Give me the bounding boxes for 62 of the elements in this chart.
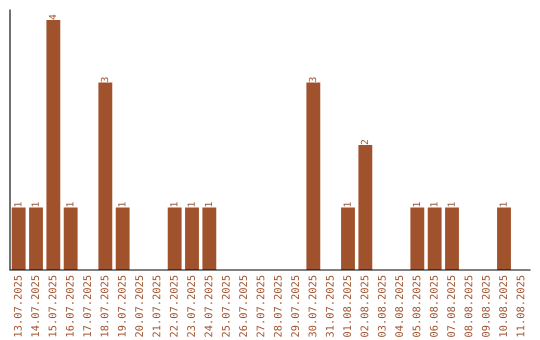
x-tick-label: 15.07.2025	[48, 276, 56, 336]
x-tick-label: 31.07.2025	[326, 276, 334, 337]
x-tick-label: 05.08.2025	[412, 276, 420, 337]
x-tick-label: 19.07.2025	[118, 276, 126, 336]
data-label: 1	[344, 202, 351, 206]
x-tick-label: 24.07.2025	[204, 276, 212, 337]
bar	[29, 208, 43, 270]
x-tick-label: 13.07.2025	[14, 276, 22, 336]
data-label: 2	[360, 140, 368, 144]
x-tick-label: 28.07.2025	[274, 276, 282, 337]
x-tick-label: 23.07.2025	[187, 276, 196, 337]
x-tick-label: 02.08.2025	[360, 276, 368, 337]
x-tick-label: 17.07.2025	[83, 276, 92, 336]
bar	[98, 82, 112, 270]
bar	[64, 208, 78, 270]
x-tick-label: 06.08.2025	[430, 276, 438, 337]
x-tick-label: 10.08.2025	[499, 276, 508, 336]
data-label: 1	[448, 202, 455, 206]
x-tick-label: 16.07.2025	[66, 276, 74, 336]
x-tick-label: 07.08.2025	[447, 276, 456, 337]
x-tick-label: 18.07.2025	[100, 276, 108, 336]
x-tick-label: 22.07.2025	[170, 276, 178, 337]
bar	[410, 208, 424, 270]
x-tick-label: 30.07.2025	[308, 276, 316, 337]
data-label: 1	[204, 202, 212, 206]
bar	[185, 208, 199, 270]
data-label: 3	[308, 77, 316, 82]
x-tick-label: 20.07.2025	[135, 276, 144, 337]
data-label: 1	[500, 202, 507, 206]
bar	[445, 208, 459, 270]
bar	[46, 20, 60, 270]
x-tick-label: 26.07.2025	[239, 276, 248, 337]
x-tick-label: 03.08.2025	[378, 276, 386, 337]
x-tick-label: 14.07.2025	[31, 276, 40, 336]
x-tick-label: 29.07.2025	[291, 276, 300, 337]
data-label: 4	[48, 14, 56, 20]
data-label: 1	[188, 202, 195, 206]
x-tick-label: 25.07.2025	[222, 276, 230, 337]
x-tick-label: 04.08.2025	[395, 276, 404, 337]
data-label: 1	[118, 202, 126, 206]
bar	[358, 145, 372, 270]
bar	[202, 208, 216, 270]
data-label: 1	[32, 202, 39, 206]
data-label: 1	[66, 202, 74, 206]
data-label: 1	[412, 202, 420, 206]
bar	[341, 208, 355, 270]
bar	[168, 208, 182, 270]
x-tick-label: 21.07.2025	[152, 276, 160, 337]
x-tick-label: 09.08.2025	[482, 276, 490, 337]
bar	[306, 82, 320, 270]
data-label: 1	[14, 202, 22, 206]
x-tick-label: 01.08.2025	[343, 276, 352, 337]
x-tick-label: 27.07.2025	[256, 276, 264, 337]
x-tick-label: 11.08.2025	[516, 276, 524, 336]
bar	[428, 208, 442, 270]
x-tick-label: 08.08.2025	[464, 276, 472, 337]
bar	[12, 208, 26, 270]
bar	[116, 208, 130, 270]
bar	[497, 208, 511, 270]
data-label: 3	[100, 77, 108, 82]
data-label: 1	[430, 202, 438, 206]
data-label: 1	[170, 202, 178, 206]
